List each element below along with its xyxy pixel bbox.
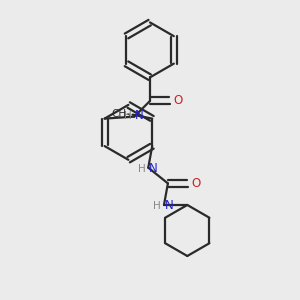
Text: CH₃: CH₃ xyxy=(111,109,130,119)
Text: O: O xyxy=(191,177,201,190)
Text: N: N xyxy=(135,109,144,122)
Text: O: O xyxy=(174,94,183,107)
Text: N: N xyxy=(165,200,174,212)
Text: H: H xyxy=(153,201,161,211)
Text: N: N xyxy=(149,162,158,175)
Text: H: H xyxy=(138,164,145,174)
Text: H: H xyxy=(124,111,131,121)
